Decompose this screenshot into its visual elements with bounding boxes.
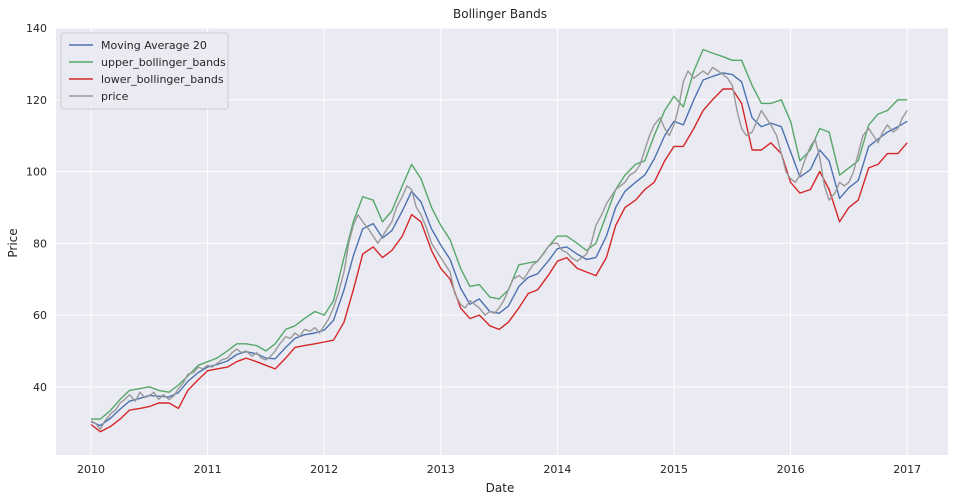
x-tick-label: 2012	[310, 463, 338, 476]
series-line-3	[90, 66, 908, 430]
y-tick-label: 140	[26, 22, 47, 35]
x-tick-label: 2014	[543, 463, 571, 476]
x-tick-label: 2015	[660, 463, 688, 476]
series-line-2	[90, 88, 908, 433]
x-tick-label: 2017	[893, 463, 921, 476]
legend-label: upper_bollinger_bands	[101, 56, 226, 69]
x-tick-label: 2011	[194, 463, 222, 476]
x-tick-label: 2010	[77, 463, 105, 476]
x-axis: 2010 2011 2012 2013 2014 2015 2016 2017	[77, 463, 921, 476]
y-axis: 40 60 80 100 120 140	[26, 22, 47, 394]
chart-title: Bollinger Bands	[453, 7, 547, 21]
y-axis-label: Price	[6, 228, 20, 257]
y-tick-label: 100	[26, 166, 47, 179]
series-line-1	[91, 48, 908, 420]
legend-label: Moving Average 20	[101, 39, 207, 52]
y-tick-label: 60	[33, 309, 47, 322]
series-layer	[90, 48, 908, 433]
y-tick-label: 80	[33, 237, 47, 250]
y-tick-label: 120	[26, 94, 47, 107]
y-tick-label: 40	[33, 381, 47, 394]
x-tick-label: 2013	[427, 463, 455, 476]
x-axis-label: Date	[486, 481, 515, 495]
legend-label: lower_bollinger_bands	[101, 73, 224, 86]
legend: Moving Average 20 upper_bollinger_bandslo…	[60, 32, 229, 110]
series-line-0	[90, 72, 908, 427]
x-tick-label: 2016	[777, 463, 805, 476]
legend-box	[60, 32, 229, 110]
legend-label: price	[101, 90, 129, 103]
